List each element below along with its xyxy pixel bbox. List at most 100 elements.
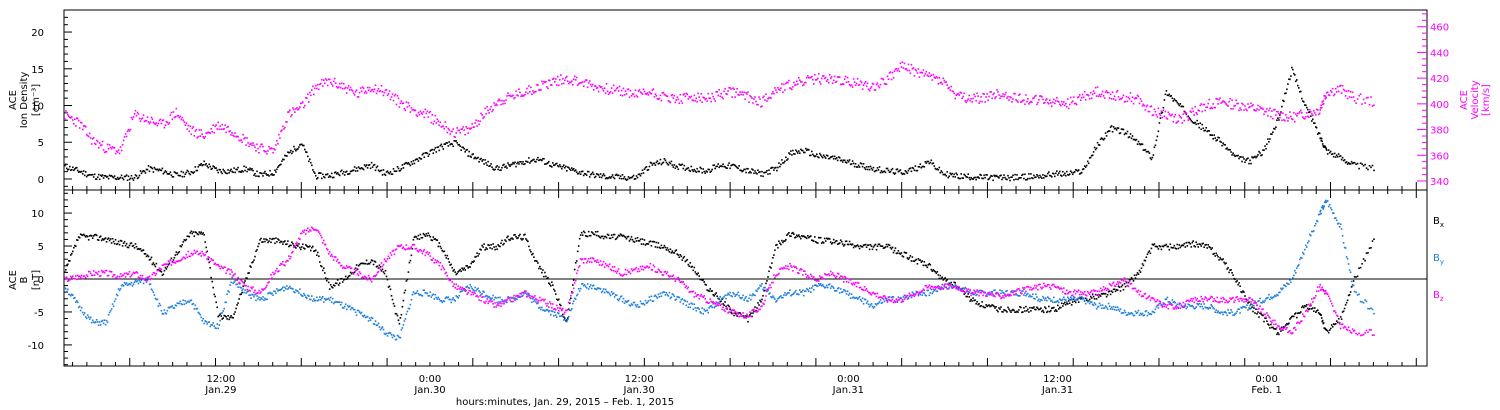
density-point: [494, 168, 496, 171]
velocity-point: [811, 75, 813, 78]
velocity-point: [673, 94, 676, 97]
by-point: [327, 297, 330, 300]
velocity-point: [1040, 95, 1042, 97]
velocity-point: [1160, 110, 1163, 112]
bx-point: [1227, 267, 1229, 269]
bx-point: [553, 288, 555, 291]
bx-point: [461, 267, 463, 269]
density-point: [778, 162, 780, 164]
bx-point: [321, 265, 323, 268]
density-point: [468, 150, 470, 153]
density-point: [147, 165, 150, 167]
density-point: [163, 171, 166, 174]
bx-point: [778, 240, 780, 242]
velocity-point: [719, 95, 721, 98]
bx-point: [753, 310, 755, 313]
density-point: [1145, 150, 1148, 153]
bx-point: [96, 238, 99, 241]
density-point: [744, 168, 746, 171]
velocity-point: [761, 105, 763, 107]
by-point: [569, 309, 571, 311]
velocity-point: [1270, 115, 1272, 118]
velocity-point: [1314, 112, 1316, 114]
bx-point: [624, 236, 627, 239]
velocity-point: [620, 89, 623, 92]
velocity-point: [202, 136, 204, 138]
bx-point: [943, 278, 946, 280]
density-point: [209, 165, 211, 168]
bx-point: [1006, 311, 1008, 313]
density-point: [183, 175, 186, 178]
density-point: [486, 164, 488, 166]
density-point: [912, 167, 915, 170]
velocity-point: [231, 132, 233, 134]
velocity-point: [133, 113, 136, 115]
velocity-point: [971, 101, 973, 103]
by-point: [458, 295, 460, 297]
bx-point: [664, 246, 667, 249]
bx-point: [1245, 298, 1247, 300]
by-point: [71, 293, 73, 296]
bx-point: [1308, 308, 1310, 311]
density-point: [477, 156, 479, 159]
velocity-point: [306, 97, 308, 99]
density-point: [1108, 130, 1111, 132]
velocity-point: [276, 139, 278, 142]
density-point: [430, 149, 433, 151]
velocity-point: [682, 94, 685, 96]
velocity-point: [250, 142, 252, 145]
by-point: [524, 291, 526, 294]
density-point: [772, 166, 774, 169]
velocity-point: [256, 143, 258, 146]
bx-point: [1041, 310, 1043, 313]
by-point: [275, 292, 277, 294]
bx-point: [1218, 259, 1220, 261]
velocity-point: [722, 97, 724, 100]
bx-point: [262, 241, 264, 243]
density-point: [126, 179, 129, 182]
density-point: [1273, 127, 1275, 130]
bx-point: [867, 244, 870, 246]
by-point: [256, 295, 258, 297]
bx-point: [146, 254, 149, 257]
density-point: [1347, 162, 1350, 164]
velocity-point: [487, 109, 489, 112]
velocity-point: [1308, 116, 1310, 118]
by-point: [417, 292, 420, 295]
bx-point: [1198, 243, 1200, 245]
velocity-point: [1182, 113, 1185, 115]
by-point: [630, 303, 633, 305]
velocity-point: [630, 95, 633, 97]
velocity-point: [1346, 97, 1349, 100]
density-point: [1210, 134, 1212, 136]
velocity-point: [920, 71, 923, 74]
velocity-point: [496, 104, 498, 107]
velocity-point: [101, 140, 104, 143]
bx-point: [429, 236, 432, 238]
velocity-point: [1280, 112, 1282, 114]
density-point: [719, 165, 721, 167]
bx-point: [603, 235, 606, 238]
density-point: [1325, 149, 1328, 151]
velocity-point: [551, 84, 553, 86]
bx-point: [957, 286, 959, 289]
by-point: [605, 290, 608, 293]
velocity-point: [723, 90, 725, 93]
bx-point: [1134, 277, 1137, 279]
velocity-point: [543, 80, 545, 83]
bx-point: [871, 248, 874, 251]
velocity-point: [126, 130, 129, 133]
density-point: [394, 170, 397, 173]
by-point: [383, 332, 386, 335]
velocity-point: [328, 78, 331, 81]
bx-point: [805, 236, 807, 239]
by-point: [326, 298, 329, 300]
density-point: [340, 169, 343, 172]
by-point: [342, 307, 345, 309]
velocity-point: [1225, 103, 1227, 105]
by-point: [441, 301, 444, 304]
density-point: [562, 165, 564, 168]
density-point: [141, 170, 144, 173]
bx-point: [131, 245, 134, 247]
density-point: [1105, 135, 1108, 137]
